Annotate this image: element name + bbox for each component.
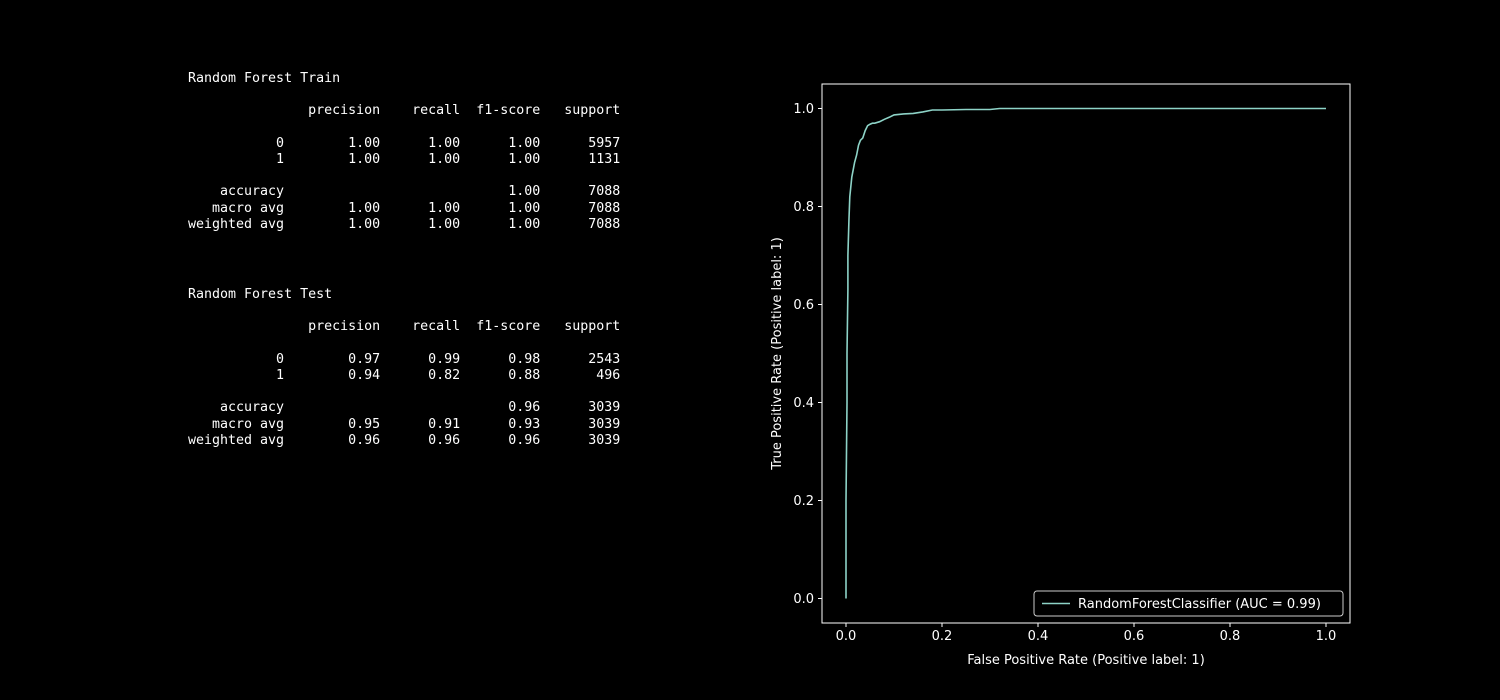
legend-box — [1033, 590, 1344, 617]
x-tick-label: 1.0 — [1316, 629, 1337, 644]
x-axis-label: False Positive Rate (Positive label: 1) — [967, 653, 1205, 668]
y-tick-label: 1.0 — [793, 102, 814, 117]
x-tick-label: 0.6 — [1124, 629, 1145, 644]
classification-report-train: Random Forest Train precision recall f1-… — [188, 71, 621, 232]
y-axis-label: True Positive Rate (Positive label: 1) — [770, 237, 785, 471]
x-tick-label: 0.4 — [1028, 629, 1049, 644]
x-tick-label: 0.0 — [836, 629, 857, 644]
y-tick-label: 0.4 — [793, 396, 814, 411]
plot-frame — [821, 83, 1351, 624]
y-tick-label: 0.2 — [793, 494, 814, 509]
x-tick-label: 0.2 — [932, 629, 953, 644]
x-tick-label: 0.8 — [1220, 629, 1241, 644]
legend-label: RandomForestClassifier (AUC = 0.99) — [1078, 597, 1321, 612]
y-tick-label: 0.8 — [793, 200, 814, 215]
y-tick-label: 0.0 — [793, 592, 814, 607]
classification-report-test: Random Forest Test precision recall f1-s… — [188, 287, 621, 448]
roc-curve-line — [845, 107, 1326, 599]
y-tick-label: 0.6 — [793, 298, 814, 313]
